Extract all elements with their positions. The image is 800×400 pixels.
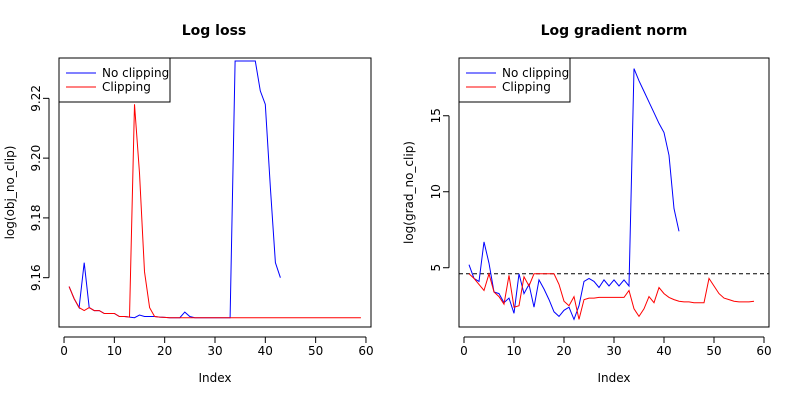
y-tick-label: 9.20 — [29, 145, 43, 172]
x-tick-label: 40 — [258, 344, 273, 358]
x-tick-label: 60 — [756, 344, 771, 358]
x-tick-label: 50 — [308, 344, 323, 358]
x-tick-label: 40 — [656, 344, 671, 358]
y-axis-label: log(obj_no_clip) — [3, 146, 17, 240]
x-axis: 0 10 20 30 40 50 60 — [460, 336, 772, 358]
legend-label: No clipping — [502, 66, 569, 80]
x-tick-label: 60 — [358, 344, 373, 358]
y-tick-label: 10 — [429, 184, 443, 199]
y-tick-label: 9.16 — [29, 264, 43, 291]
x-axis-label: Index — [198, 371, 231, 385]
x-tick-label: 0 — [460, 344, 468, 358]
x-tick-label: 0 — [60, 344, 68, 358]
x-tick-label: 20 — [556, 344, 571, 358]
log-gradient-norm-panel: Log gradient norm 0 10 20 30 40 50 60 Index 5 10 15… — [402, 23, 772, 385]
x-tick-label: 10 — [107, 344, 122, 358]
x-tick-label: 30 — [207, 344, 222, 358]
chart-title: Log loss — [182, 23, 247, 39]
y-axis: 5 10 15 — [429, 108, 450, 272]
legend-label: Clipping — [502, 80, 551, 94]
y-tick-label: 9.18 — [29, 205, 43, 232]
x-axis-label: Index — [597, 371, 630, 385]
y-axis-label: log(grad_no_clip) — [402, 141, 416, 244]
plot-frame — [58, 57, 372, 328]
legend-label: No clipping — [102, 66, 169, 80]
y-tick-label: 5 — [429, 264, 443, 272]
x-tick-label: 30 — [606, 344, 621, 358]
legend-label: Clipping — [102, 80, 151, 94]
series-line-no-clipping — [468, 68, 680, 321]
x-tick-label: 50 — [706, 344, 721, 358]
series-line-clipping — [468, 271, 755, 320]
legend-box — [458, 57, 571, 103]
legend-box — [58, 57, 171, 103]
y-tick-label: 9.22 — [29, 85, 43, 112]
series-line-clipping — [68, 104, 361, 319]
chart-title: Log gradient norm — [541, 23, 688, 39]
y-tick-label: 15 — [429, 108, 443, 123]
x-tick-label: 10 — [506, 344, 521, 358]
plot-frame — [458, 57, 770, 328]
x-tick-label: 20 — [157, 344, 172, 358]
y-axis: 9.16 9.18 9.20 9.22 — [29, 85, 50, 291]
x-axis: 0 10 20 30 40 50 60 — [60, 336, 374, 358]
